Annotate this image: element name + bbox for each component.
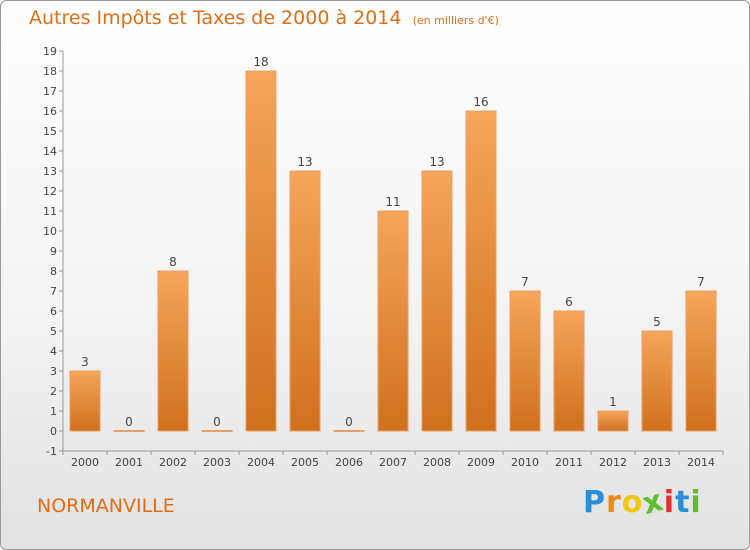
value-label: 18 [253,55,268,69]
x-tick-label: 2011 [555,456,583,469]
value-label: 5 [653,315,661,329]
bar-2006 [333,430,365,432]
bar-2003 [201,430,233,432]
y-tick-label: 17 [43,85,57,98]
bar-2004 [245,70,277,432]
value-label: 11 [385,195,400,209]
logo-letter: i [663,485,676,520]
logo-letter: t [675,485,691,520]
chart-labels: 3 0 8 0 18 13 0 11 13 16 7 6 1 5 7 [81,55,705,429]
y-tick-label: 6 [50,305,57,318]
x-tick-label: 2003 [203,456,231,469]
value-label: 7 [521,275,529,289]
commune-name: NORMANVILLE [37,495,175,517]
bar-2001 [113,430,145,432]
x-tick-label: 2012 [599,456,627,469]
y-tick-label: 19 [43,45,57,58]
x-tick-label: 2002 [159,456,187,469]
value-label: 7 [697,275,705,289]
bar-2010 [509,290,541,432]
unit-note: (en milliers d'€) [412,14,499,27]
y-tick-label: 18 [43,65,57,78]
value-label: 16 [473,95,488,109]
x-tick-label: 2013 [643,456,671,469]
x-tick-label: 2014 [687,456,715,469]
logo-letter: i [690,485,702,520]
y-tick-label: 1 [50,405,57,418]
x-tick-label: 2001 [115,456,143,469]
bar-2014 [685,290,717,432]
value-label: 0 [125,415,133,429]
y-tick-label: 9 [50,245,57,258]
logo-letter: P [583,485,606,520]
x-tick-label: 2008 [423,456,451,469]
x-tick-label: 2010 [511,456,539,469]
x-tick-label: 2000 [71,456,99,469]
value-label: 8 [169,255,177,269]
y-tick-label: 2 [50,385,57,398]
y-tick-label: 10 [43,225,57,238]
y-tick-label: 3 [50,365,57,378]
chart-title-block: Autres Impôts et Taxes de 2000 à 2014 (e… [29,7,499,29]
bar-2009 [465,110,497,432]
y-tick-label: 15 [43,125,57,138]
x-tick-label: 2007 [379,456,407,469]
value-label: 13 [297,155,312,169]
chart-bars [69,70,717,432]
y-tick-label: 13 [43,165,57,178]
x-tick-label: 2005 [291,456,319,469]
value-label: 3 [81,355,89,369]
bar-2008 [421,170,453,432]
y-tick-label: 5 [50,325,57,338]
y-tick-label: 7 [50,285,57,298]
value-label: 0 [345,415,353,429]
y-tick-label: 11 [43,205,57,218]
bar-2012 [597,410,629,432]
y-tick-label: 12 [43,185,57,198]
bar-2005 [289,170,321,432]
bar-2011 [553,310,585,432]
proxiti-logo: Proxiti [583,483,702,522]
y-tick-label: 14 [43,145,57,158]
y-tick-label: 8 [50,265,57,278]
bar-2002 [157,270,189,432]
bar-2007 [377,210,409,432]
y-tick-label: -1 [46,445,57,458]
x-tick-label: 2006 [335,456,363,469]
y-tick-label: 0 [50,425,57,438]
y-tick-label: 4 [50,345,57,358]
logo-letter: r [606,485,622,520]
value-label: 1 [609,395,617,409]
value-label: 6 [565,295,573,309]
value-label: 13 [429,155,444,169]
chart-title: Autres Impôts et Taxes de 2000 à 2014 [29,7,402,29]
value-label: 0 [213,415,221,429]
y-tick-label: 16 [43,105,57,118]
x-tick-label: 2004 [247,456,275,469]
bar-2013 [641,330,673,432]
bar-2000 [69,370,101,432]
logo-letter: o [621,485,644,520]
x-tick-label: 2009 [467,456,495,469]
